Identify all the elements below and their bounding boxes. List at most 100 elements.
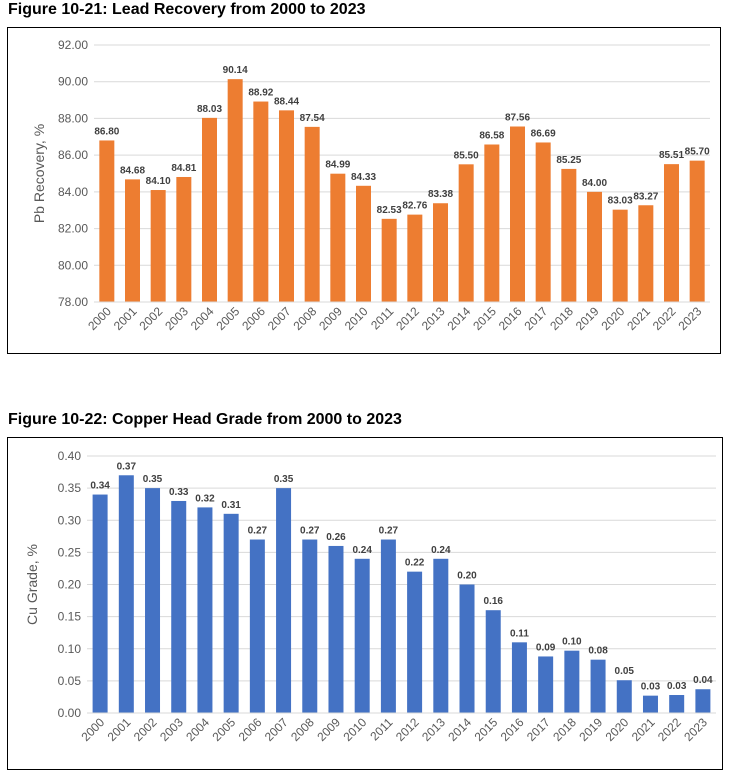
lead-data-label-2020: 83.03 xyxy=(608,196,633,207)
lead-recovery-chart-frame: 78.00 80.00 82.00 84.00 86.00 88.00 90.00 92.00… xyxy=(7,27,721,354)
lead-bar-2020 xyxy=(612,209,628,302)
lead-data-label-2018: 85.25 xyxy=(556,155,581,166)
lead-x-tick-label-2018: 2018 xyxy=(547,304,576,333)
cu-data-label-2010: 0.24 xyxy=(352,545,372,556)
lead-data-label-2008: 87.54 xyxy=(300,113,325,124)
lead-bar-2017 xyxy=(535,142,551,302)
lead-data-label-2017: 86.69 xyxy=(531,128,556,139)
lead-x-tick-label-2011: 2011 xyxy=(368,304,396,332)
cu-x-tick-label-2008: 2008 xyxy=(288,715,317,744)
lead-data-label-2009: 84.99 xyxy=(325,160,350,171)
cu-y-tick-label: 0.40 xyxy=(58,449,82,463)
lead-data-label-2005: 90.14 xyxy=(223,65,248,76)
lead-bar-2014 xyxy=(458,164,474,302)
lead-bar-2004 xyxy=(202,117,217,302)
lead-data-label-2007: 88.44 xyxy=(274,96,299,107)
cu-x-tick-label-2015: 2015 xyxy=(472,715,501,744)
lead-data-label-2021: 83.27 xyxy=(633,191,658,202)
lead-bar-2007 xyxy=(279,110,294,302)
cu-bar-2002 xyxy=(145,488,161,713)
lead-y-axis-title: Pb Recovery, % xyxy=(31,124,47,223)
cu-bar-2020 xyxy=(616,680,632,713)
lead-data-label-2003: 84.81 xyxy=(171,163,196,174)
lead-x-tick-label-2003: 2003 xyxy=(162,304,191,333)
cu-data-label-2018: 0.10 xyxy=(562,637,582,648)
cu-data-label-2007: 0.35 xyxy=(274,474,294,485)
cu-y-tick-label: 0.15 xyxy=(58,610,82,624)
lead-x-tick-label-2014: 2014 xyxy=(445,304,474,333)
lead-bar-2009 xyxy=(330,173,346,302)
lead-data-label-2002: 84.10 xyxy=(146,176,171,187)
cu-x-tick-label-2023: 2023 xyxy=(681,715,710,744)
lead-bar-2016 xyxy=(510,126,525,303)
lead-bar-2010 xyxy=(356,185,371,302)
cu-data-label-2021: 0.03 xyxy=(641,682,661,693)
cu-x-tick-label-2012: 2012 xyxy=(393,715,422,744)
cu-data-label-2022: 0.03 xyxy=(667,681,687,692)
figure-10-22-title: Figure 10-22: Copper Head Grade from 200… xyxy=(8,411,402,428)
cu-y-tick-label: 0.25 xyxy=(58,545,82,559)
cu-y-tick-label: 0.10 xyxy=(58,642,82,656)
lead-data-label-2004: 88.03 xyxy=(197,104,222,115)
cu-x-tick-label-2011: 2011 xyxy=(367,715,395,743)
lead-x-tick-label-2004: 2004 xyxy=(188,304,217,333)
cu-bar-2007 xyxy=(276,488,292,713)
lead-x-tick-label-2010: 2010 xyxy=(342,304,371,333)
cu-x-tick-label-2020: 2020 xyxy=(603,715,632,744)
cu-bar-2019 xyxy=(590,659,606,713)
lead-bar-2011 xyxy=(381,218,397,302)
lead-x-tick-label-2001: 2001 xyxy=(111,304,140,333)
lead-bar-2001 xyxy=(125,179,140,302)
cu-bar-2012 xyxy=(407,571,423,713)
cu-y-axis-title: Cu Grade, % xyxy=(24,544,40,625)
lead-data-label-2011: 82.53 xyxy=(377,205,402,216)
lead-data-label-2019: 84.00 xyxy=(582,178,607,189)
cu-data-label-2008: 0.27 xyxy=(300,526,320,537)
lead-data-label-2013: 83.38 xyxy=(428,189,453,200)
cu-x-tick-label-2022: 2022 xyxy=(655,715,684,744)
lead-bar-2012 xyxy=(407,214,423,302)
cu-y-tick-label: 0.30 xyxy=(58,513,82,527)
cu-bar-2003 xyxy=(171,500,187,713)
lead-x-tick-label-2008: 2008 xyxy=(291,304,320,333)
cu-x-tick-label-2004: 2004 xyxy=(183,715,212,744)
cu-data-label-2023: 0.04 xyxy=(693,675,713,686)
lead-data-label-2001: 84.68 xyxy=(120,165,145,176)
cu-data-label-2011: 0.27 xyxy=(379,526,399,537)
lead-data-label-2016: 87.56 xyxy=(505,113,530,124)
cu-bar-2013 xyxy=(433,558,449,713)
cu-bar-2000 xyxy=(92,494,108,713)
cu-data-label-2014: 0.20 xyxy=(457,571,477,582)
cu-x-tick-label-2001: 2001 xyxy=(105,715,134,744)
cu-x-tick-label-2006: 2006 xyxy=(236,715,265,744)
cu-bar-2001 xyxy=(118,475,134,713)
lead-x-tick-label-2005: 2005 xyxy=(214,304,243,333)
cu-y-tick-label: 0.20 xyxy=(58,578,82,592)
figure-10-21-title: Figure 10-21: Lead Recovery from 2000 to… xyxy=(8,1,366,18)
cu-bar-2009 xyxy=(328,545,344,713)
cu-data-label-2012: 0.22 xyxy=(405,558,425,569)
cu-y-tick-label: 0.00 xyxy=(58,706,82,720)
cu-x-tick-label-2002: 2002 xyxy=(131,715,160,744)
lead-bar-2000 xyxy=(99,140,115,302)
lead-data-label-2012: 82.76 xyxy=(402,201,427,212)
cu-data-label-2000: 0.34 xyxy=(90,481,110,492)
lead-bar-2019 xyxy=(587,191,602,302)
lead-bar-2005 xyxy=(227,79,243,302)
cu-bar-2010 xyxy=(354,558,370,713)
cu-bar-2023 xyxy=(695,689,711,713)
lead-data-label-2023: 85.70 xyxy=(685,147,710,158)
cu-x-tick-label-2005: 2005 xyxy=(209,715,238,744)
cu-bar-2021 xyxy=(642,695,658,713)
lead-x-tick-label-2016: 2016 xyxy=(496,304,525,333)
cu-x-tick-label-2021: 2021 xyxy=(629,715,658,744)
cu-data-label-2019: 0.08 xyxy=(588,646,608,657)
lead-x-tick-label-2019: 2019 xyxy=(573,304,602,333)
lead-x-tick-label-2000: 2000 xyxy=(85,304,114,333)
lead-y-tick-label: 86.00 xyxy=(58,148,88,162)
lead-bar-2018 xyxy=(561,168,577,302)
cu-data-label-2005: 0.31 xyxy=(221,500,241,511)
lead-x-tick-label-2007: 2007 xyxy=(265,304,294,333)
lead-data-label-2014: 85.50 xyxy=(454,150,479,161)
lead-y-tick-label: 78.00 xyxy=(58,295,88,309)
